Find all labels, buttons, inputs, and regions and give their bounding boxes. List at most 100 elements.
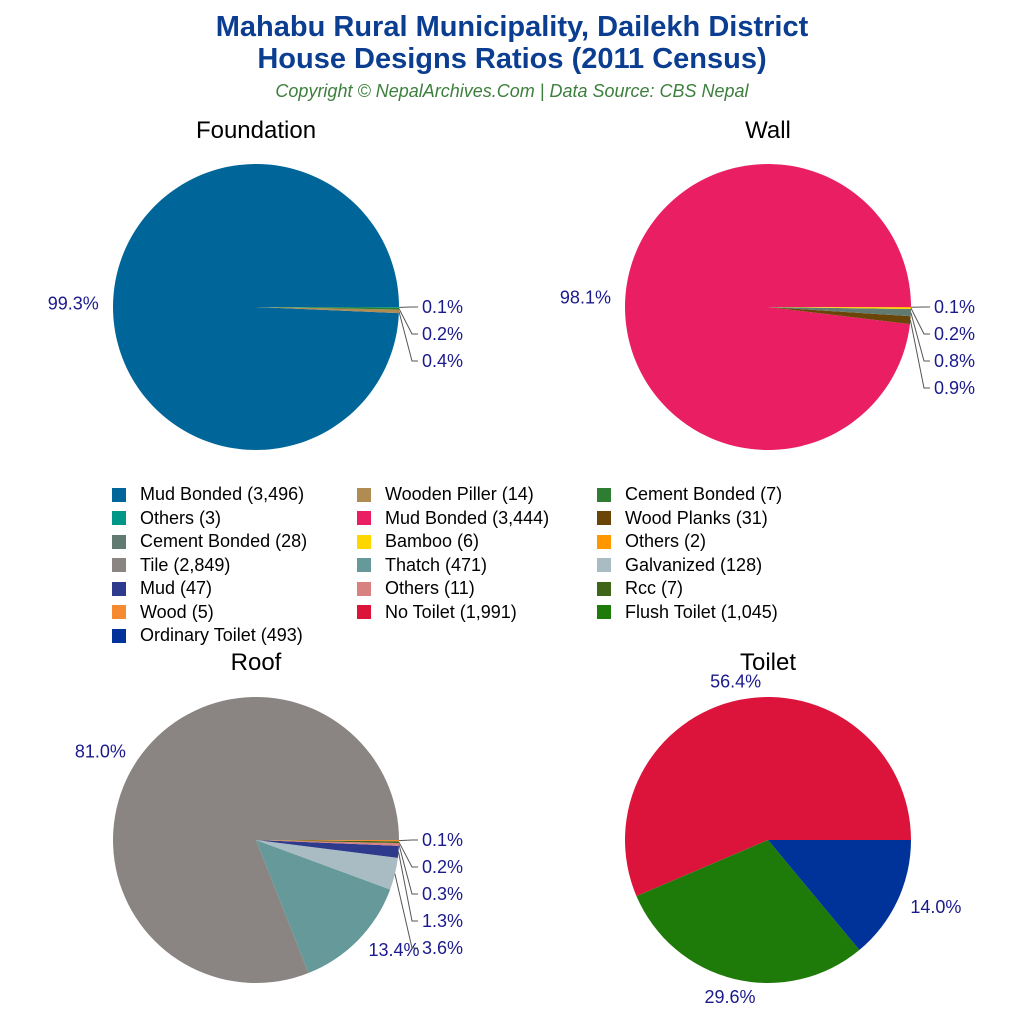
pie-title: Wall bbox=[745, 117, 791, 144]
pie-slice bbox=[113, 164, 399, 451]
legend-label: Rcc (7) bbox=[625, 578, 683, 598]
pie-slice bbox=[625, 163, 911, 450]
legend-item: Ordinary Toilet (493) bbox=[112, 625, 357, 646]
legend-label: Wood Planks (31) bbox=[625, 507, 768, 528]
slice-label: 29.6% bbox=[704, 987, 755, 1007]
legend-swatch bbox=[357, 511, 371, 525]
slice-label: 81.0% bbox=[75, 742, 126, 762]
legend-swatch bbox=[597, 605, 611, 619]
legend-swatch bbox=[357, 581, 371, 596]
leader-line bbox=[398, 311, 418, 362]
leader-line bbox=[909, 320, 930, 389]
legend-swatch bbox=[112, 581, 126, 596]
legend-item: Flush Toilet (1,045) bbox=[597, 602, 817, 623]
legend-label: Mud (47) bbox=[140, 578, 213, 598]
pie-title: Foundation bbox=[196, 117, 316, 144]
legend-swatch bbox=[112, 628, 126, 643]
legend-swatch bbox=[357, 558, 371, 572]
pie-slice bbox=[256, 307, 399, 310]
legend-item: Wood (5) bbox=[112, 602, 357, 623]
slice-label: 13.4% bbox=[368, 940, 419, 960]
legend-swatch bbox=[112, 605, 126, 619]
legend-label: Others (3) bbox=[140, 507, 222, 528]
pie-slice bbox=[768, 307, 911, 317]
slice-label: 56.4% bbox=[710, 672, 761, 692]
legend-label: Cement Bonded (7) bbox=[625, 484, 783, 504]
leader-line bbox=[398, 839, 418, 842]
legend-label: Others (11) bbox=[385, 578, 475, 598]
slice-label: 0.1% bbox=[422, 830, 463, 850]
leader-line bbox=[398, 841, 418, 868]
chart-title-line1: Mahabu Rural Municipality, Dailekh Distr… bbox=[215, 11, 809, 43]
legend-item: Wood Planks (31) bbox=[597, 508, 817, 529]
pie-slice bbox=[256, 307, 399, 314]
legend-item: Others (2) bbox=[597, 531, 817, 552]
legend-label: Mud Bonded (3,444) bbox=[385, 507, 550, 528]
legend-label: Mud Bonded (3,496) bbox=[140, 484, 305, 504]
legend-swatch bbox=[357, 534, 371, 549]
pie-slice bbox=[256, 840, 399, 846]
legend-item: Thatch (471) bbox=[357, 555, 597, 576]
legend-swatch bbox=[597, 558, 611, 572]
legend-label: Others (2) bbox=[625, 531, 707, 551]
legend-swatch bbox=[357, 605, 371, 619]
slice-label: 0.4% bbox=[422, 351, 463, 371]
leader-line bbox=[398, 851, 418, 922]
legend-label: Flush Toilet (1,045) bbox=[625, 601, 778, 622]
legend-item: Galvanized (128) bbox=[597, 555, 817, 576]
legend-label: Cement Bonded (28) bbox=[140, 531, 308, 551]
pie-slice bbox=[256, 840, 399, 842]
slice-label: 0.1% bbox=[422, 297, 463, 317]
leader-line bbox=[910, 308, 930, 335]
chart-title-line2: House Designs Ratios (2011 Census) bbox=[257, 43, 767, 75]
legend-item: Others (11) bbox=[357, 578, 597, 599]
legend-item: Bamboo (6) bbox=[357, 531, 597, 552]
legend-item: Tile (2,849) bbox=[112, 555, 357, 576]
leader-line bbox=[394, 873, 418, 949]
legend-swatch bbox=[597, 581, 611, 596]
legend-swatch bbox=[112, 487, 126, 502]
pie-slice bbox=[768, 840, 911, 951]
legend-label: Tile (2,849) bbox=[140, 554, 231, 575]
legend-item: Cement Bonded (7) bbox=[597, 484, 817, 505]
legend-item: Mud (47) bbox=[112, 578, 357, 599]
legend-label: Ordinary Toilet (493) bbox=[140, 625, 303, 645]
pie-slice bbox=[768, 307, 911, 310]
legend-swatch bbox=[597, 534, 611, 549]
legend-item: Mud Bonded (3,496) bbox=[112, 484, 357, 505]
legend-swatch bbox=[597, 511, 611, 525]
legend-swatch bbox=[112, 511, 126, 525]
legend-item: No Toilet (1,991) bbox=[357, 602, 597, 623]
legend-label: Wooden Piller (14) bbox=[385, 484, 534, 504]
legend-label: Galvanized (128) bbox=[625, 554, 763, 575]
leader-line bbox=[398, 844, 418, 895]
pie-title: Roof bbox=[231, 649, 282, 676]
slice-label: 0.9% bbox=[934, 378, 975, 398]
legend-item: Wooden Piller (14) bbox=[357, 484, 597, 505]
legend-swatch bbox=[597, 487, 611, 502]
leader-line bbox=[398, 308, 418, 335]
legend-item: Rcc (7) bbox=[597, 578, 817, 599]
slice-label: 0.3% bbox=[422, 884, 463, 904]
legend-label: Bamboo (6) bbox=[385, 531, 480, 551]
legend-label: Wood (5) bbox=[140, 601, 214, 622]
legend-label: No Toilet (1,991) bbox=[385, 601, 517, 622]
pie-slice bbox=[768, 307, 911, 308]
slice-label: 3.6% bbox=[422, 938, 463, 958]
slice-label: 0.2% bbox=[422, 324, 463, 344]
pie-slice bbox=[636, 840, 860, 983]
slice-label: 1.3% bbox=[422, 911, 463, 931]
pie-slice bbox=[256, 840, 399, 844]
legend-item: Mud Bonded (3,444) bbox=[357, 508, 597, 529]
slice-label: 99.3% bbox=[48, 294, 99, 314]
pie-slice bbox=[624, 696, 911, 897]
legend-item: Others (3) bbox=[112, 508, 357, 529]
slice-label: 98.1% bbox=[560, 288, 611, 308]
legend-swatch bbox=[357, 487, 371, 502]
pie-slice bbox=[256, 840, 398, 890]
pie-title: Toilet bbox=[740, 649, 796, 676]
slice-label: 0.2% bbox=[934, 324, 975, 344]
pie-slice bbox=[256, 840, 399, 858]
slice-label: 14.0% bbox=[910, 897, 961, 917]
